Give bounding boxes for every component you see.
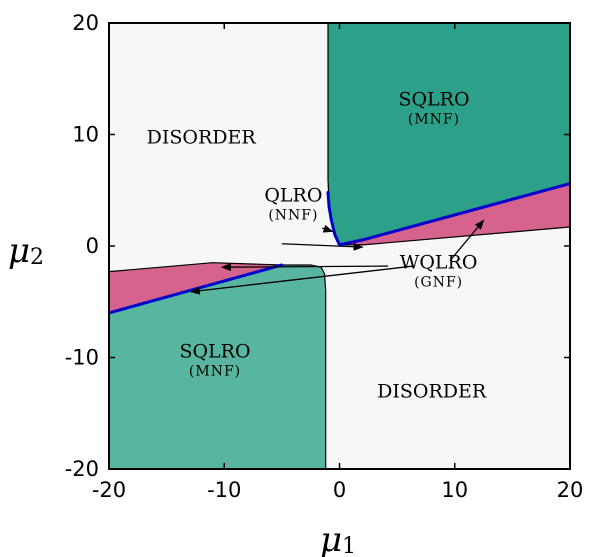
- x-tick-label: -20: [92, 478, 126, 502]
- y-tick-label: -10: [65, 346, 99, 370]
- annotation-arrow: [281, 242, 364, 251]
- x-axis-symbol: μ: [320, 520, 342, 557]
- y-axis-symbol: μ: [8, 231, 30, 271]
- x-axis-title: μ 1: [320, 520, 356, 557]
- y-tick-label: 20: [72, 11, 99, 35]
- label-sqlro: SQLRO: [398, 89, 469, 111]
- y-axis-subscript: 2: [30, 245, 44, 270]
- x-tick-label: 0: [333, 478, 346, 502]
- y-tick-label: -20: [65, 457, 99, 481]
- x-tick-label: 20: [557, 478, 584, 502]
- y-tick-label: 10: [72, 123, 99, 147]
- label-disorder: DISORDER: [147, 126, 257, 148]
- qlro-line-0: [326, 182, 570, 247]
- y-tick-label: 0: [86, 234, 99, 258]
- label-sqlro-sub: (MNF): [408, 112, 460, 128]
- label-sqlro: SQLRO: [179, 341, 250, 363]
- x-axis-subscript: 1: [342, 534, 356, 557]
- y-axis-title: μ 2: [8, 231, 44, 271]
- label-disorder: DISORDER: [377, 381, 487, 403]
- annotation-arrow: [220, 263, 388, 272]
- label-sqlro-sub: (MNF): [189, 364, 241, 380]
- x-tick-label: 10: [441, 478, 468, 502]
- annotation-arrow: [449, 219, 485, 261]
- label-qlro-sub: (NNF): [268, 207, 318, 223]
- x-tick-label: -10: [207, 478, 241, 502]
- label-qlro: QLRO: [264, 184, 322, 206]
- label-wqlro-sub: (GNF): [414, 274, 463, 290]
- annotation-arrow: [189, 265, 414, 295]
- annotation-arrow: [322, 224, 334, 233]
- label-wqlro: WQLRO: [400, 251, 478, 273]
